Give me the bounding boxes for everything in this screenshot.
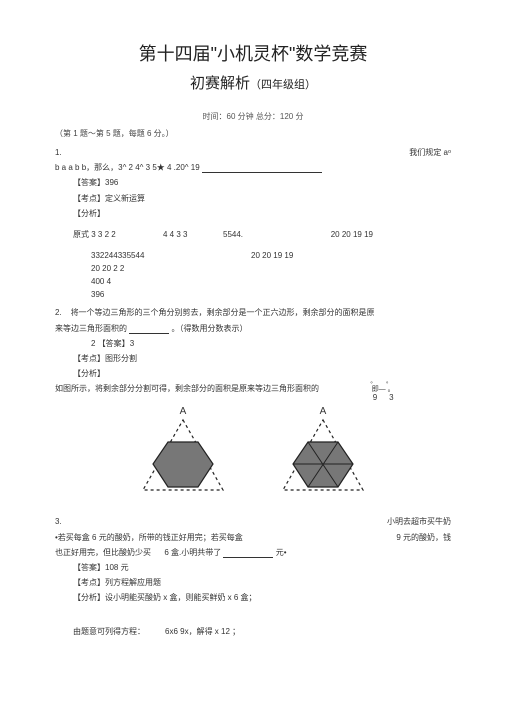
kd2-label: 【考点】 (73, 354, 105, 363)
frac-dots: 。 。 (370, 379, 396, 386)
q1-right-note: 我们规定 aᵒ (409, 147, 451, 158)
frac-n2: 3 (389, 394, 393, 403)
q3-answer: 【答案】108 元 (55, 562, 451, 573)
q2-prompt-b: 来等边三角形面积的 (55, 324, 127, 333)
q2-topic: 【考点】图形分割 (55, 353, 451, 364)
expr-m1: 4 4 3 3 (163, 229, 223, 240)
calc-l1-left: 332244335544 (91, 250, 251, 263)
q3-right-a: 小明去超市买牛奶 (387, 516, 451, 527)
q1-calc: 332244335544 20 20 19 19 20 20 2 2 400 4… (55, 250, 451, 301)
calc-l2: 20 20 2 2 (91, 263, 451, 276)
ans3-label: 【答案】 (73, 563, 105, 572)
q1-topic: 【考点】定义新运算 (55, 193, 451, 204)
q1-def-text: b a a b b，那么，3^ 2 4^ 3 5★ 4 .20^ 19 (55, 163, 200, 172)
q1-analysis-label: 【分析】 (55, 208, 451, 219)
q3-row2: •若买每盒 6 元的酸奶，所带的钱正好用完；若买每盒 9 元的酸奶，钱 (55, 532, 451, 543)
instruction: （第 1 题〜第 5 题，每题 6 分。） (55, 128, 451, 139)
answer-label: 【答案】 (73, 178, 105, 187)
eq-value: 6x6 9x，解得 x 12 ； (165, 627, 240, 636)
q2-row2: 来等边三角形面积的 。（得数用分数表示） (55, 323, 451, 334)
q2-prompt-c: 。（得数用分数表示） (171, 324, 247, 333)
figure-row: A A (55, 402, 451, 502)
q2-analysis-label: 【分析】 (55, 368, 451, 379)
q3-row3: 也正好用完，但比酸奶少买 6 盒.小明共带了 元• (55, 547, 451, 558)
blank-line-3 (223, 550, 273, 558)
q3-line-b-val: 6 盒.小明共带了 (164, 548, 221, 557)
q2-prompt-a: 将一个等边三角形的三个角分别剪去，剩余部分是一个正六边形，剩余部分的面积是原 (71, 308, 375, 317)
analysis-label: 【分析】 (73, 209, 105, 218)
q2-frac-display: 。 。 即— 。 9 3 (370, 379, 396, 402)
ans2-frac-bot: 3 (130, 339, 134, 348)
ans2-frac-top: 2 (91, 339, 95, 348)
q3-number: 3. (55, 517, 62, 526)
hexagon-1 (153, 442, 213, 487)
calc-l3: 400 4 (91, 276, 451, 289)
kd2-value: 图形分割 (105, 354, 137, 363)
q1-header: 1. 我们规定 aᵒ (55, 147, 451, 158)
q3-row1: 3. 小明去超市买牛奶 (55, 516, 451, 527)
fig1-label: A (180, 406, 187, 417)
calc-l1-right: 20 20 19 19 (251, 250, 293, 263)
kd3-value: 列方程解应用题 (105, 578, 161, 587)
doc-title: 第十四届"小机灵杯"数学竞赛 (55, 40, 451, 66)
fig2-label: A (320, 406, 327, 417)
calc-l4: 396 (91, 289, 451, 302)
subtitle-main: 初赛解析 (190, 75, 250, 92)
kd3-label: 【考点】 (73, 578, 105, 587)
q1-def: b a a b b，那么，3^ 2 4^ 3 5★ 4 .20^ 19 (55, 162, 451, 173)
q3-topic: 【考点】列方程解应用题 (55, 577, 451, 588)
time-info: 时间：60 分钟 总分：120 分 (55, 111, 451, 122)
q1-number: 1. (55, 147, 62, 158)
blank-line-2 (129, 326, 169, 334)
q3-line-b: 也正好用完，但比酸奶少买 (55, 548, 151, 557)
fx3-label: 【分析】 (73, 593, 105, 602)
q1-answer: 【答案】396 (55, 177, 451, 188)
fx3-value: 设小明能买酸奶 x 盒，则能买鲜奶 x 6 盒； (105, 593, 257, 602)
q3-line-b-end: 元• (276, 548, 287, 557)
ans3-value: 108 元 (105, 563, 129, 572)
q3-equation: 由题意可列得方程： 6x6 9x，解得 x 12 ； (55, 626, 451, 637)
q3-right-b: 9 元的酸奶，钱 (396, 532, 451, 543)
fx2-label: 【分析】 (73, 369, 105, 378)
q1-expr-row: 原式 3 3 2 2 4 4 3 3 5544. 20 20 19 19 (55, 229, 451, 240)
topic-value: 定义新运算 (105, 194, 145, 203)
hexagon-figure-1: A (128, 402, 238, 502)
hexagon-figure-2: A (268, 402, 378, 502)
topic-label: 【考点】 (73, 194, 105, 203)
frac-n1: 9 (373, 394, 377, 403)
subtitle-group: （四年级组） (250, 79, 316, 91)
q3-line-a: •若买每盒 6 元的酸奶，所带的钱正好用完；若买每盒 (55, 532, 243, 543)
answer-value: 396 (105, 178, 118, 187)
expr-m2: 5544. (223, 229, 283, 240)
ans2-label: 【答案】 (98, 339, 130, 348)
q2-number: 2. (55, 308, 62, 317)
expr-right: 20 20 19 19 (283, 229, 373, 240)
blank-line (202, 165, 322, 173)
q2-row1: 2. 将一个等边三角形的三个角分别剪去，剩余部分是一个正六边形，剩余部分的面积是… (55, 307, 451, 318)
doc-subtitle: 初赛解析（四年级组） (55, 72, 451, 93)
expr-left: 原式 3 3 2 2 (73, 229, 163, 240)
q2-answer-frac: 2 【答案】3 (55, 338, 451, 349)
q3-analysis: 【分析】设小明能买酸奶 x 盒，则能买鲜奶 x 6 盒； (55, 592, 451, 603)
eq-label: 由题意可列得方程： (73, 627, 145, 636)
